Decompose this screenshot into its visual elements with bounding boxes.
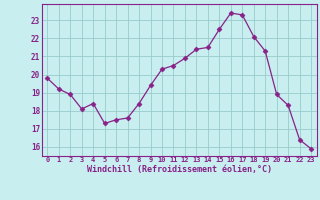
X-axis label: Windchill (Refroidissement éolien,°C): Windchill (Refroidissement éolien,°C) [87,165,272,174]
